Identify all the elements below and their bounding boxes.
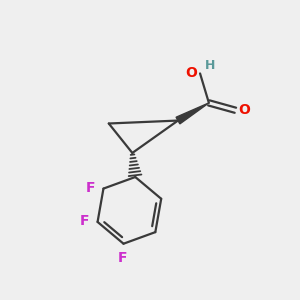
Text: F: F (80, 214, 89, 228)
Polygon shape (176, 103, 209, 124)
Text: O: O (185, 66, 197, 80)
Text: F: F (117, 251, 127, 265)
Text: F: F (86, 181, 95, 195)
Text: O: O (238, 103, 250, 117)
Text: H: H (206, 59, 216, 72)
